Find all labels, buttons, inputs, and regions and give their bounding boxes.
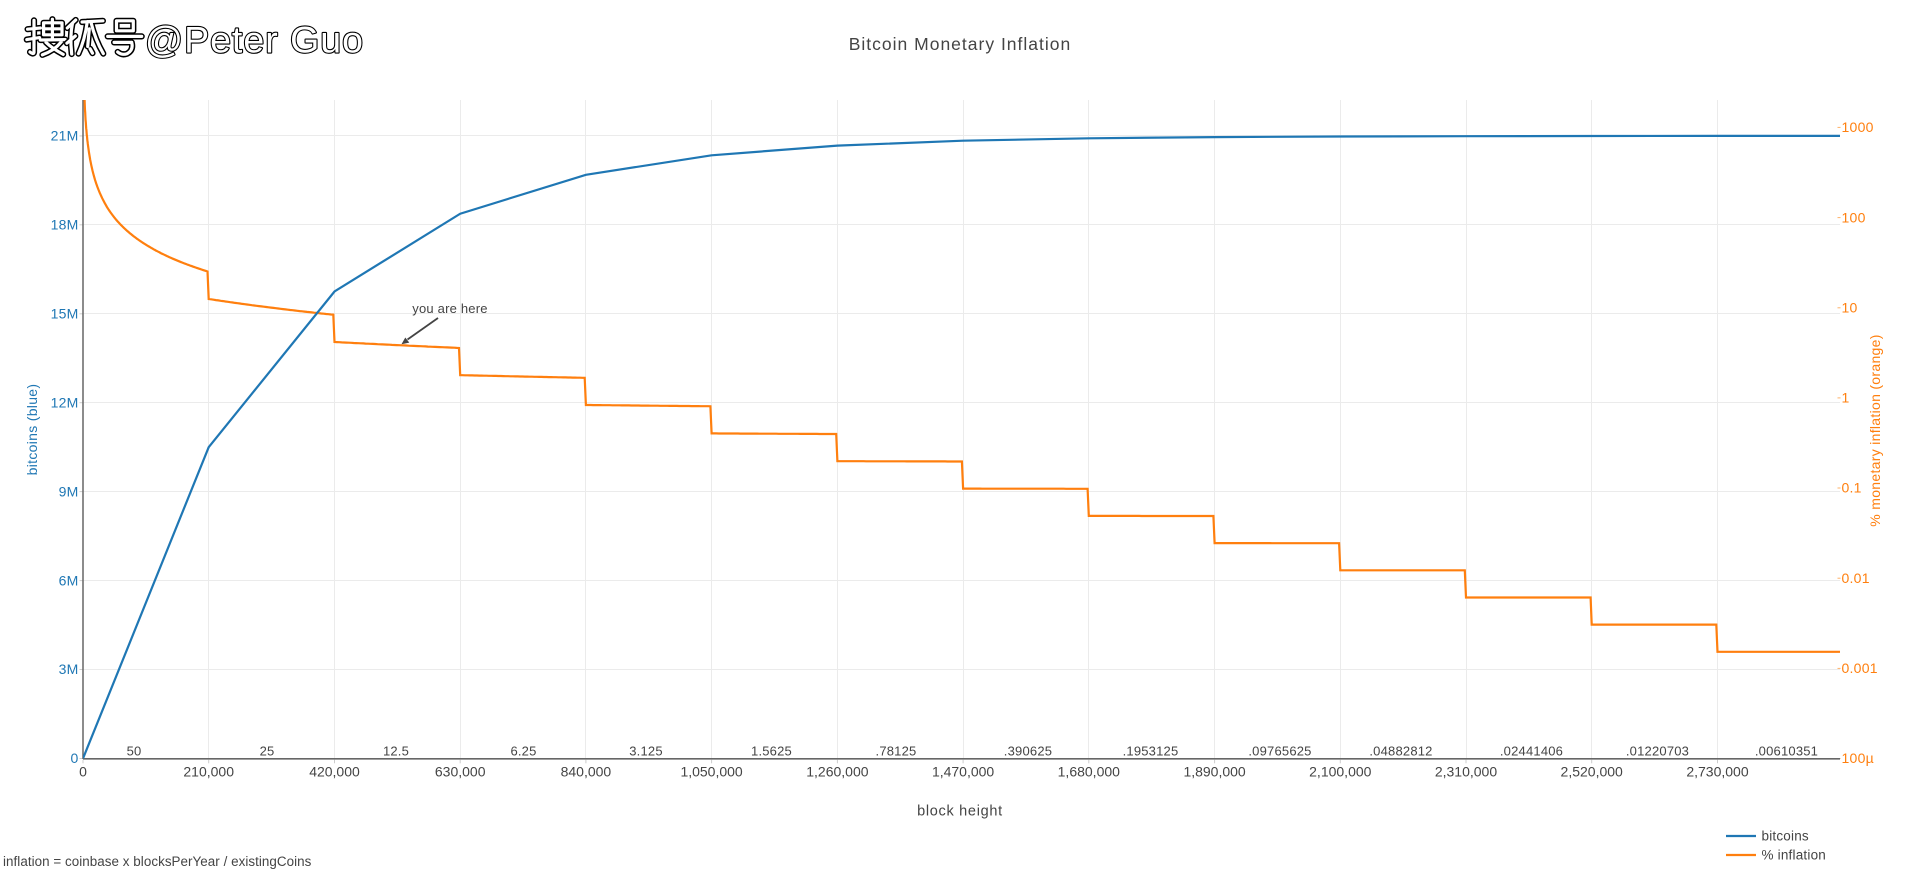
svg-text:25: 25 [260, 744, 275, 759]
svg-text:6M: 6M [59, 572, 79, 588]
svg-text:840,000: 840,000 [561, 764, 612, 780]
svg-text:.02441406: .02441406 [1500, 744, 1563, 759]
svg-text:1,890,000: 1,890,000 [1183, 764, 1245, 780]
svg-text:0: 0 [71, 750, 79, 766]
svg-text:1000: 1000 [1842, 119, 1874, 135]
svg-text:50: 50 [127, 744, 142, 759]
svg-text:bitcoins (blue): bitcoins (blue) [24, 384, 40, 476]
svg-text:@Peter Guo: @Peter Guo [145, 19, 364, 61]
svg-text:1,470,000: 1,470,000 [932, 764, 994, 780]
svg-text:you are here: you are here [412, 301, 487, 316]
svg-text:12M: 12M [51, 394, 79, 410]
svg-text:.01220703: .01220703 [1626, 744, 1689, 759]
svg-text:1,680,000: 1,680,000 [1058, 764, 1120, 780]
svg-text:1: 1 [1842, 390, 1850, 406]
svg-text:.00610351: .00610351 [1755, 744, 1818, 759]
svg-text:.09765625: .09765625 [1248, 744, 1311, 759]
svg-text:1.5625: 1.5625 [751, 744, 792, 759]
svg-text:2,520,000: 2,520,000 [1561, 764, 1623, 780]
svg-text:inflation = coinbase x blocksP: inflation = coinbase x blocksPerYear / e… [3, 854, 312, 869]
svg-text:3M: 3M [59, 661, 79, 677]
svg-text:bitcoins: bitcoins [1762, 829, 1809, 844]
svg-text:2,310,000: 2,310,000 [1435, 764, 1497, 780]
svg-text:12.5: 12.5 [383, 744, 409, 759]
svg-text:2,730,000: 2,730,000 [1686, 764, 1748, 780]
svg-text:.04882812: .04882812 [1369, 744, 1432, 759]
svg-text:420,000: 420,000 [309, 764, 360, 780]
svg-text:.390625: .390625 [1004, 744, 1052, 759]
svg-text:0.1: 0.1 [1842, 480, 1862, 496]
svg-text:2,100,000: 2,100,000 [1309, 764, 1371, 780]
svg-text:% inflation: % inflation [1762, 848, 1827, 863]
svg-text:1,050,000: 1,050,000 [680, 764, 742, 780]
svg-text:15M: 15M [51, 305, 79, 321]
svg-text:1,260,000: 1,260,000 [806, 764, 868, 780]
svg-text:0.001: 0.001 [1842, 660, 1878, 676]
svg-text:3.125: 3.125 [629, 744, 663, 759]
svg-text:% monetary inflation (orange): % monetary inflation (orange) [1867, 334, 1883, 526]
svg-text:630,000: 630,000 [435, 764, 486, 780]
svg-text:9M: 9M [59, 483, 79, 499]
svg-text:0: 0 [79, 764, 87, 780]
svg-text:21M: 21M [51, 128, 79, 144]
svg-text:.1953125: .1953125 [1123, 744, 1179, 759]
svg-text:100: 100 [1842, 209, 1866, 225]
svg-text:6.25: 6.25 [510, 744, 536, 759]
svg-text:10: 10 [1842, 299, 1858, 315]
svg-text:18M: 18M [51, 217, 79, 233]
svg-text:100µ: 100µ [1842, 750, 1874, 766]
svg-text:block height: block height [917, 804, 1003, 820]
svg-text:210,000: 210,000 [183, 764, 234, 780]
svg-text:0.01: 0.01 [1842, 570, 1870, 586]
svg-text:Bitcoin Monetary Inflation: Bitcoin Monetary Inflation [849, 34, 1072, 54]
svg-text:.78125: .78125 [876, 744, 917, 759]
